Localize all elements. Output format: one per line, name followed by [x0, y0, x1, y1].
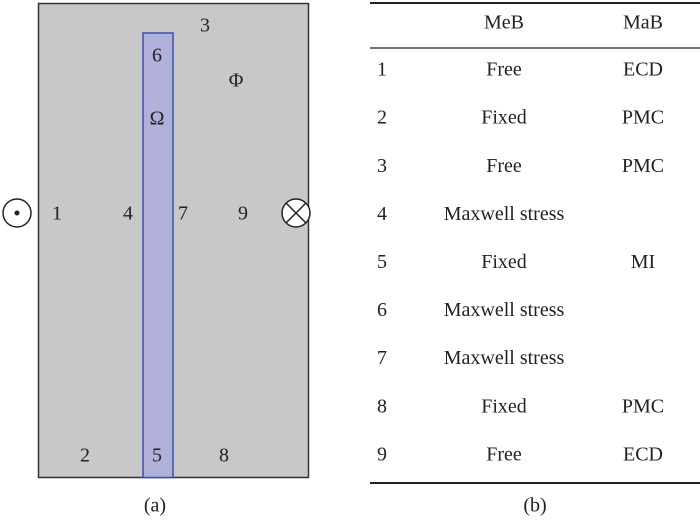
current-in-cross	[285, 202, 307, 224]
conductor-strip	[142, 32, 174, 479]
caption: (b)	[523, 495, 546, 517]
table-cell: PMC	[622, 155, 664, 177]
table-cell: ECD	[623, 59, 663, 81]
caption: (a)	[144, 495, 166, 517]
table-cell: 4	[377, 203, 387, 225]
table-cell: PMC	[622, 395, 664, 417]
table-cell: Fixed	[481, 251, 527, 273]
table-cell: Free	[486, 443, 522, 465]
table-body: 1 Free ECD 2 Fixed PMC 3 Free PMC 4 Maxwell stress…	[377, 59, 664, 466]
table-cell: Maxwell stress	[444, 347, 565, 369]
table-cell: Maxwell stress	[444, 203, 565, 225]
table-cell: ECD	[623, 443, 663, 465]
table-cell: Free	[486, 155, 522, 177]
region-label: 3	[200, 15, 210, 37]
region-label: 4	[123, 203, 133, 225]
potential-label: Φ	[229, 70, 244, 92]
current-out-dot	[14, 210, 20, 216]
table-cell: 5	[377, 251, 387, 273]
region-label: 5	[152, 445, 162, 467]
table-cell: Fixed	[481, 107, 527, 129]
column-header: MaB	[623, 12, 663, 34]
table-cell: PMC	[622, 107, 664, 129]
table-cell: 8	[377, 395, 387, 417]
table-cell: 2	[377, 107, 387, 129]
table-cell: 9	[377, 443, 387, 465]
table-cell: Maxwell stress	[444, 299, 565, 321]
region-label: 2	[80, 445, 90, 467]
region-label: 7	[178, 203, 188, 225]
table-cell: 6	[377, 299, 387, 321]
table-cell: 7	[377, 347, 387, 369]
table-cell: 1	[377, 59, 387, 81]
region-label: 1	[52, 203, 62, 225]
region-label: 6	[152, 45, 162, 67]
table-cell: 3	[377, 155, 387, 177]
region-label: 9	[238, 203, 248, 225]
table-cell: Free	[486, 59, 522, 81]
table-cell: Fixed	[481, 395, 527, 417]
region-label: 8	[219, 445, 229, 467]
domain-label: Ω	[150, 108, 165, 130]
table-cell: MI	[631, 251, 655, 273]
column-header: MeB	[484, 12, 524, 34]
